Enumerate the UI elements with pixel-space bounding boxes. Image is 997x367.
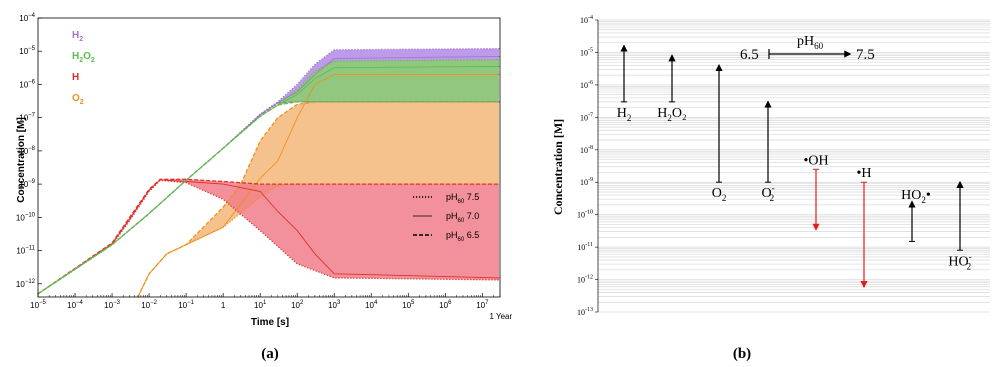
- a-x-tick-label: 107: [476, 300, 489, 310]
- panel-a-label: (a): [261, 346, 279, 362]
- b-y-tick-label: 10-11: [577, 242, 593, 252]
- a-line-h-ph_7-5: [37, 179, 501, 295]
- b-key-to: 7.5: [856, 47, 875, 63]
- b-y-tick-label: 10-5: [580, 47, 593, 57]
- a-y-ticks: 10−12 10−11 10−10 10−9 10−8 10−7 10−6 10−5 10−4: [16, 13, 42, 289]
- a-legend-species-0: H2: [72, 30, 83, 43]
- b-species-label-1: H2O₂: [657, 106, 687, 123]
- a-x-tick-label: 10−4: [67, 300, 83, 310]
- a-y-tick-label: 10−8: [19, 146, 35, 156]
- b-y-tick-label: 10-12: [577, 275, 593, 285]
- b-y-tick-label: 10-8: [580, 145, 593, 155]
- a-x-tick-label: 102: [291, 300, 304, 310]
- a-x-tick-label: 10−2: [141, 300, 157, 310]
- a-y-tick-label: 10−4: [19, 13, 35, 23]
- b-y-tick-label: 10-6: [580, 80, 593, 90]
- b-y-tick-label: 10-7: [580, 112, 593, 122]
- b-y-tick-label: 10-9: [580, 177, 593, 187]
- a-y-axis-label: Concentration [M]: [16, 117, 27, 203]
- b-key-title: pH60: [797, 34, 824, 51]
- b-y-ticks: 10-13 10-12 10-11 10-10 10-9 10-8 10-7 10-6 10-5…: [577, 15, 598, 317]
- a-x-ticks: 10−5 10−4 10−3 10−2 10−1 1 101 102 103 104 105 106 1…: [30, 293, 501, 310]
- b-species-label-5: •H: [856, 166, 871, 181]
- a-plot-frame: [37, 17, 501, 298]
- a-y-tick-label: 10−5: [19, 46, 35, 56]
- a-legend-species-2: H: [72, 72, 79, 83]
- a-x-tick-label: 105: [402, 300, 415, 310]
- a-x-tick-label: 1: [221, 301, 226, 310]
- b-species-label-7: HO-2: [948, 251, 971, 271]
- b-species-label-6: HO2•: [901, 188, 931, 205]
- b-y-tick-label: 10-4: [580, 15, 593, 25]
- a-y-tick-label: 10−6: [19, 79, 35, 89]
- a-legend-style-label-2: pH60 6.5: [446, 230, 479, 243]
- a-legend-style-label-0: pH60 7.5: [446, 192, 479, 205]
- b-species-label-2: O2: [712, 186, 727, 203]
- a-y-tick-label: 10−7: [19, 113, 35, 123]
- a-legend-species-3: O2: [72, 93, 84, 106]
- a-x-tick-label: 10−5: [30, 300, 46, 310]
- b-y-tick-label: 10-10: [577, 210, 593, 220]
- panel-b-range-chart: 10-13 10-12 10-11 10-10 10-9 10-8 10-7 10-6 10-5…: [551, 15, 990, 362]
- a-x-tick-label: 104: [365, 300, 378, 310]
- b-y-tick-label: 10-13: [577, 307, 593, 317]
- a-x-tick-label: 103: [328, 300, 341, 310]
- a-one-year-annotation: 1 Year: [489, 312, 512, 321]
- a-y-tick-label: 10−11: [16, 246, 35, 256]
- a-x-axis-label: Time [s]: [251, 317, 289, 328]
- a-species-legend: H2 H2O2 H O2: [72, 30, 95, 106]
- b-species-label-4: •OH: [803, 153, 828, 168]
- a-species-bands: [38, 48, 499, 298]
- a-x-tick-label: 101: [254, 300, 267, 310]
- a-x-tick-label: 10−3: [104, 300, 120, 310]
- a-legend-species-1: H2O2: [72, 51, 95, 64]
- b-ph-key: 6.5 7.5 pH60: [740, 34, 875, 63]
- a-line-o2-ph_6-5: [137, 101, 500, 298]
- a-x-tick-label: 10−1: [178, 300, 194, 310]
- a-line-style-legend: pH60 7.5 pH60 7.0 pH60 6.5: [413, 192, 479, 243]
- b-y-axis-label: Concentration [M]: [551, 119, 565, 215]
- a-band-h2o2: [38, 59, 499, 294]
- a-y-tick-label: 10−12: [16, 279, 36, 289]
- a-line-h-ph_7-0: [37, 179, 501, 295]
- b-gridlines: [598, 19, 990, 313]
- b-key-from: 6.5: [740, 47, 759, 63]
- b-species-label-3: O-2: [761, 183, 774, 203]
- a-legend-style-label-1: pH60 7.0: [446, 211, 479, 224]
- b-species-label-0: H2: [617, 106, 632, 123]
- a-band-h: [38, 179, 499, 294]
- b-range-arrows: H2 H2O₂ O2 O-2 •OH •H HO2• HO-2: [617, 44, 972, 289]
- a-band-o2: [137, 74, 499, 298]
- a-y-tick-label: 10−10: [16, 212, 36, 222]
- panel-b-label: (b): [733, 346, 751, 362]
- a-line-h-ph_6-5: [37, 178, 500, 295]
- panel-a-time-course-chart: 10−5 10−4 10−3 10−2 10−1 1 101 102 103 104 105 106 1…: [16, 13, 513, 362]
- a-line-h2o2-ph_6-5: [37, 101, 500, 295]
- a-series-lines: [37, 47, 501, 298]
- a-y-tick-label: 10−9: [19, 179, 35, 189]
- a-x-tick-label: 106: [439, 300, 452, 310]
